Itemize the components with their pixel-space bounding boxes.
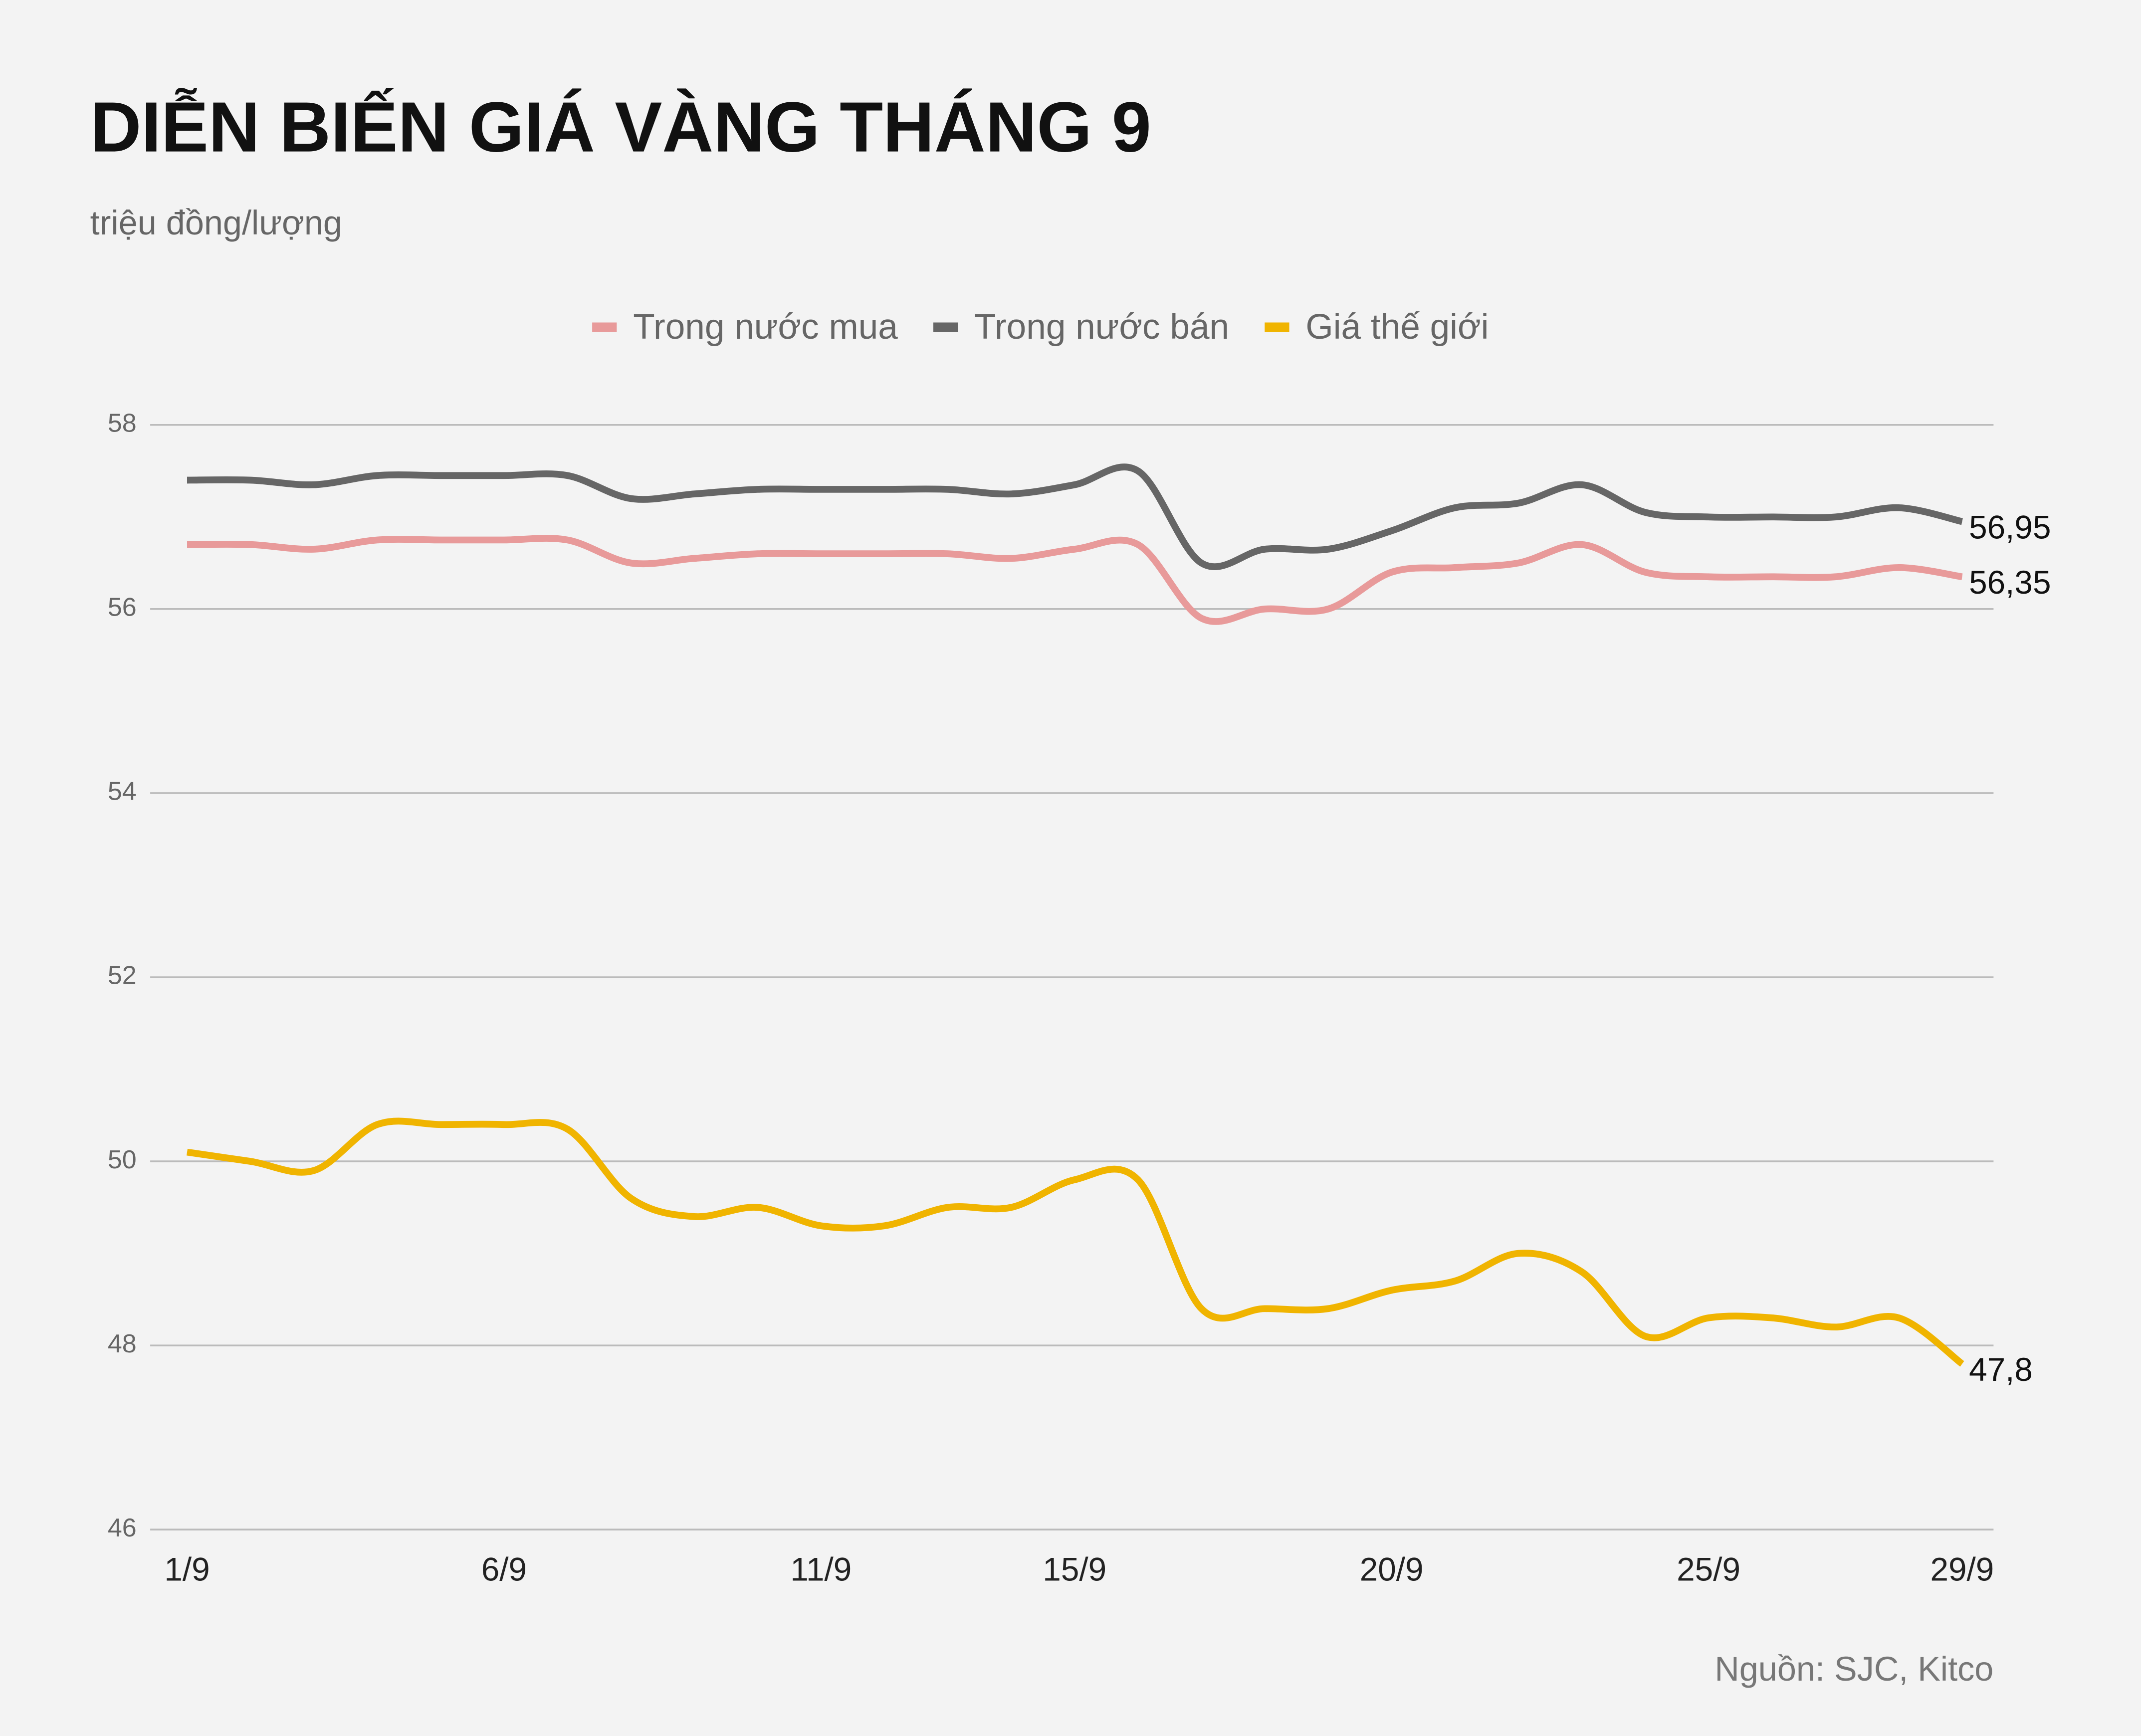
y-tick-label: 46 (108, 1514, 137, 1542)
series-line (187, 1117, 1964, 1367)
x-tick-label: 29/9 (1930, 1551, 1994, 1587)
grid: 46 48 50 52 54 56 58 1/9 6/9 11/9 15/9 20/9 25/9 29/9 (108, 409, 1994, 1587)
y-tick-label: 58 (108, 409, 137, 437)
y-tick-label: 56 (108, 593, 137, 622)
legend-swatch (592, 322, 617, 332)
legend-label: Trong nước bán (974, 307, 1229, 347)
legend-item: Giá thế giới (1265, 307, 1489, 347)
data-label: 47,8 (1969, 1351, 2033, 1388)
source: Nguồn: SJC, Kitco (1714, 1650, 1993, 1688)
x-tick-label: 11/9 (790, 1551, 852, 1587)
y-tick-label: 54 (108, 777, 137, 806)
lines: 56,35 56,95 47,8 (187, 463, 2051, 1388)
legend-label: Giá thế giới (1305, 307, 1489, 347)
chart-title: DIỄN BIẾN GIÁ VÀNG THÁNG 9 (90, 87, 1151, 167)
legend: Trong nước mua Trong nước bán Giá thế giới (592, 307, 1489, 347)
series-line (187, 535, 1963, 625)
x-tick-label: 25/9 (1677, 1551, 1740, 1587)
legend-swatch (933, 322, 958, 332)
y-tick-label: 50 (108, 1145, 137, 1174)
data-label: 56,35 (1969, 564, 2051, 601)
y-tick-label: 48 (108, 1329, 137, 1358)
x-tick-label: 6/9 (481, 1551, 527, 1587)
legend-item: Trong nước bán (933, 307, 1229, 347)
x-tick-label: 1/9 (164, 1551, 210, 1587)
data-label: 56,95 (1969, 509, 2051, 545)
y-tick-label: 52 (108, 961, 137, 990)
x-tick-label: 15/9 (1043, 1551, 1106, 1587)
legend-swatch (1265, 322, 1289, 332)
x-tick-label: 20/9 (1360, 1551, 1424, 1587)
legend-label: Trong nước mua (633, 307, 898, 347)
legend-item: Trong nước mua (592, 307, 898, 347)
chart-subtitle: triệu đồng/lượng (90, 204, 342, 242)
series-line (187, 463, 1963, 570)
